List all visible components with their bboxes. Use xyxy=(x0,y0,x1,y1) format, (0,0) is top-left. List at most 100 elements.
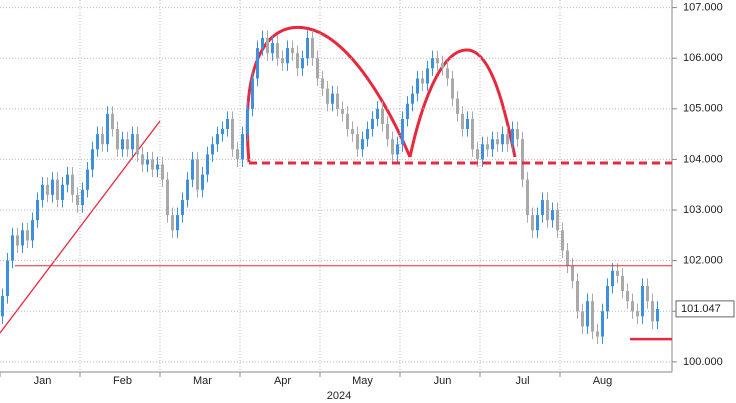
candle-body xyxy=(531,215,534,231)
candle-body xyxy=(31,220,34,241)
candle-body xyxy=(621,275,624,292)
candle-body xyxy=(211,144,214,155)
candle-body xyxy=(161,164,164,180)
candle-body xyxy=(206,154,209,175)
candle-body xyxy=(151,159,154,170)
candle-body xyxy=(256,48,259,79)
x-tick-label: Apr xyxy=(274,375,291,387)
candle-body xyxy=(476,149,479,160)
candle-body xyxy=(41,184,44,200)
candle-body xyxy=(176,215,179,231)
candle-body xyxy=(91,149,94,170)
candle-body xyxy=(496,139,499,145)
candle-body xyxy=(46,184,49,195)
y-tick-label: 105.000 xyxy=(683,103,723,115)
candle-body xyxy=(81,189,84,205)
candle-body xyxy=(106,113,109,145)
candle-body xyxy=(341,108,344,114)
candle-body xyxy=(486,144,489,150)
candle-body xyxy=(376,108,379,119)
candle-body xyxy=(551,210,554,221)
candle-body xyxy=(76,194,79,205)
candle-body xyxy=(141,154,144,165)
candle-body xyxy=(51,179,54,195)
candle-body xyxy=(541,199,544,216)
candle-body xyxy=(556,210,559,231)
candle-body xyxy=(71,174,74,195)
x-tick-label: Feb xyxy=(113,375,132,387)
candle-body xyxy=(336,93,339,109)
x-tick-label: Aug xyxy=(593,375,613,387)
candle-body xyxy=(506,134,509,145)
candle-body xyxy=(101,134,104,145)
candle-body xyxy=(276,43,279,59)
candle-body xyxy=(451,78,454,99)
candle-body xyxy=(241,134,244,160)
candle-body xyxy=(86,169,89,190)
candle-body xyxy=(221,129,224,135)
candle-body xyxy=(216,134,219,145)
candle-body xyxy=(306,37,309,59)
candle-body xyxy=(581,311,584,327)
candle-body xyxy=(66,174,69,185)
candle-body xyxy=(286,48,289,64)
candle-body xyxy=(436,58,439,64)
candle-body xyxy=(406,103,409,119)
candle-body xyxy=(566,250,569,266)
candle-body xyxy=(431,58,434,69)
candle-body xyxy=(586,301,589,327)
candle-body xyxy=(191,159,194,180)
candle-body xyxy=(591,301,594,332)
y-tick-label: 106.000 xyxy=(683,52,723,64)
last-value-label: 101.047 xyxy=(681,303,721,315)
candle-body xyxy=(11,235,14,261)
candle-body xyxy=(351,129,354,135)
candle-body xyxy=(56,179,59,200)
candle-body xyxy=(491,139,494,150)
candle-body xyxy=(131,134,134,150)
candle-body xyxy=(511,129,514,145)
x-tick-label: Jan xyxy=(34,375,52,387)
candle-body xyxy=(6,260,9,297)
candle-body xyxy=(501,134,504,145)
candle-body xyxy=(316,58,319,79)
candle-body xyxy=(121,139,124,150)
candle-body xyxy=(441,63,444,69)
candle-body xyxy=(466,118,469,130)
candle-body xyxy=(386,124,389,140)
candle-body xyxy=(1,296,4,317)
candle-body xyxy=(521,139,524,180)
candle-body xyxy=(361,139,364,150)
x-tick-label: Mar xyxy=(193,375,212,387)
candle-body xyxy=(391,139,394,155)
candle-body xyxy=(421,78,424,84)
x-axis-label: 2024 xyxy=(327,390,351,402)
candle-body xyxy=(426,68,429,84)
candle-body xyxy=(346,113,349,130)
candle-body xyxy=(301,58,304,69)
candle-body xyxy=(371,118,374,130)
candle-body xyxy=(261,37,264,49)
y-tick-label: 103.000 xyxy=(683,204,723,216)
candle-body xyxy=(576,280,579,312)
candle-body xyxy=(636,311,639,317)
x-tick-label: Jul xyxy=(515,375,529,387)
candle-body xyxy=(231,118,234,150)
candle-body xyxy=(296,53,299,69)
candle-body xyxy=(381,108,384,124)
candle-body xyxy=(311,37,314,59)
y-tick-label: 102.000 xyxy=(683,255,723,267)
candle-body xyxy=(26,230,29,241)
candle-body xyxy=(21,230,24,246)
candle-body xyxy=(516,129,519,140)
candle-body xyxy=(471,118,474,150)
candle-body xyxy=(246,108,249,135)
trend-line xyxy=(0,120,161,334)
y-tick-label: 104.000 xyxy=(683,153,723,165)
candle-body xyxy=(456,98,459,114)
candle-body xyxy=(461,113,464,130)
candle-body xyxy=(181,199,184,216)
candle-body xyxy=(656,308,659,322)
candle-body xyxy=(16,235,19,246)
